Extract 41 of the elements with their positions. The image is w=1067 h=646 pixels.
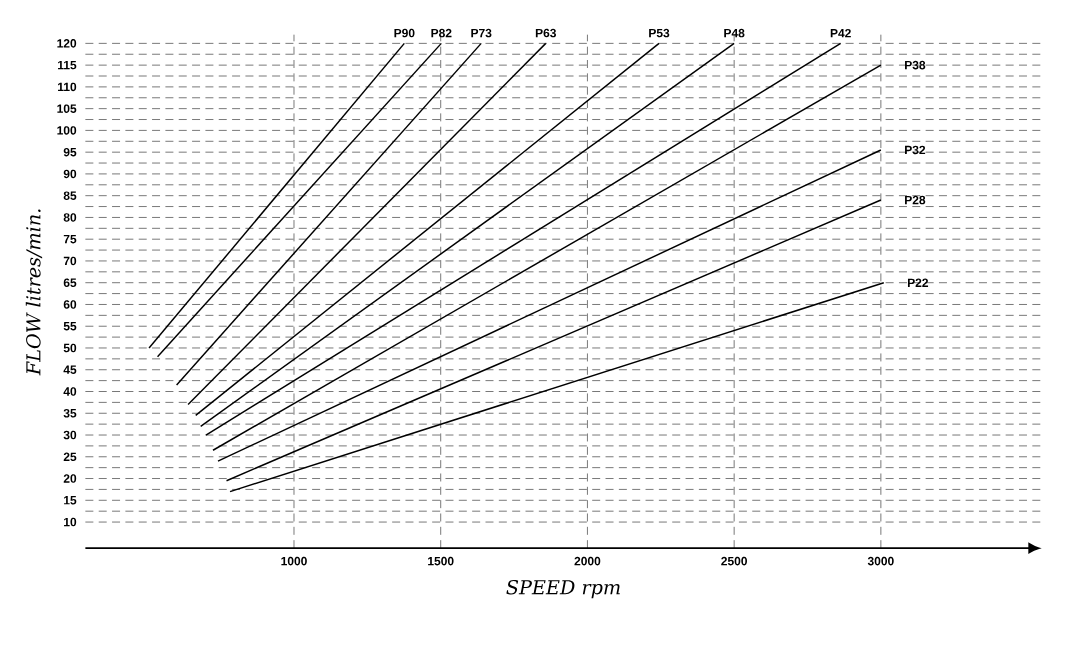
y-tick-label: 120 <box>57 39 77 48</box>
y-tick-label: 80 <box>63 213 77 222</box>
series-label: P63 <box>535 28 556 38</box>
series-label: P90 <box>394 28 415 38</box>
y-tick-label: 15 <box>64 496 77 505</box>
y-tick-label: 10 <box>64 517 77 527</box>
series-label: P48 <box>724 28 745 38</box>
y-tick-label: 100 <box>57 126 77 135</box>
y-tick-label: 95 <box>63 147 77 157</box>
x-axis-title: SPEED rpm <box>506 579 620 599</box>
x-tick-label: 1000 <box>281 556 307 566</box>
series-label: P42 <box>830 28 851 38</box>
x-tick-label: 2000 <box>574 556 601 566</box>
y-tick-label: 25 <box>63 452 77 461</box>
y-tick-label: 60 <box>63 300 77 309</box>
y-tick-label: 90 <box>63 169 77 179</box>
y-tick-label: 55 <box>63 321 77 331</box>
y-tick-label: 110 <box>58 82 77 92</box>
y-tick-label: 75 <box>63 234 77 244</box>
y-tick-label: 70 <box>63 256 77 266</box>
series-label: P53 <box>649 28 670 38</box>
series-label: P73 <box>471 28 492 38</box>
y-tick-label: 20 <box>63 474 77 483</box>
text: P38 <box>905 60 926 70</box>
y-tick-label: 45 <box>63 365 77 374</box>
text: P22 <box>907 278 929 287</box>
y-tick-label: 30 <box>63 430 77 440</box>
y-tick-label: 115 <box>58 60 77 70</box>
y-tick-label: 65 <box>63 278 77 287</box>
text: P28 <box>905 195 926 205</box>
x-tick-label: 2500 <box>721 556 748 566</box>
y-tick-label: 105 <box>57 104 77 113</box>
x-tick-label: 1500 <box>428 556 454 566</box>
y-tick-label: 35 <box>63 408 77 418</box>
text: P32 <box>905 145 926 155</box>
y-tick-label: 50 <box>63 343 77 353</box>
y-tick-label: 40 <box>63 387 77 396</box>
x-tick-label: 3000 <box>867 556 894 566</box>
y-axis-title: FLOW litres/min. <box>25 209 43 376</box>
y-tick-label: 85 <box>63 191 77 200</box>
series-label: P82 <box>431 28 452 38</box>
